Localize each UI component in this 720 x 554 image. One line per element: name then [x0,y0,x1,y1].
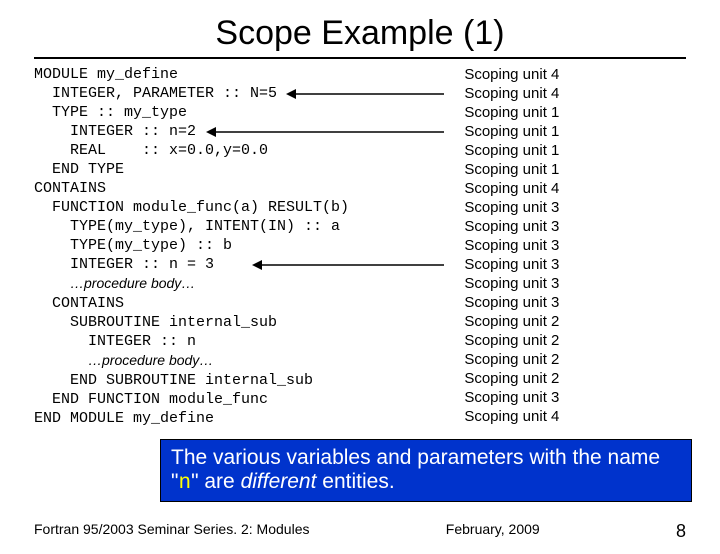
scope-label: Scoping unit 4 [464,65,686,84]
scope-label: Scoping unit 3 [464,198,686,217]
footer: Fortran 95/2003 Seminar Series. 2: Modul… [0,521,720,542]
code-line: SUBROUTINE internal_sub [34,313,464,332]
code-line: CONTAINS [34,179,464,198]
footer-left: Fortran 95/2003 Seminar Series. 2: Modul… [34,521,309,542]
page-number: 8 [676,521,686,542]
scope-label: Scoping unit 2 [464,350,686,369]
code-line: CONTAINS [34,294,464,313]
callout-post: " are [191,470,240,493]
code-line: TYPE(my_type), INTENT(IN) :: a [34,217,464,236]
scope-label: Scoping unit 1 [464,122,686,141]
scope-label: Scoping unit 4 [464,84,686,103]
code-line: REAL :: x=0.0,y=0.0 [34,141,464,160]
scope-label: Scoping unit 4 [464,179,686,198]
scope-label: Scoping unit 3 [464,217,686,236]
code-line: INTEGER, PARAMETER :: N=5 [34,84,464,103]
code-line: TYPE(my_type) :: b [34,236,464,255]
code-column: MODULE my_define INTEGER, PARAMETER :: N… [34,65,464,428]
scope-label: Scoping unit 3 [464,388,686,407]
code-line: INTEGER :: n=2 [34,122,464,141]
code-line: TYPE :: my_type [34,103,464,122]
callout-box: The various variables and parameters wit… [160,439,692,502]
scope-label: Scoping unit 1 [464,141,686,160]
scope-label: Scoping unit 1 [464,103,686,122]
callout-mono: n [178,472,191,495]
slide-title: Scope Example (1) [0,14,720,53]
code-line: INTEGER :: n = 3 [34,255,464,274]
callout-end: entities. [316,470,394,493]
code-line: …procedure body… [34,274,464,294]
title-rule [34,57,686,59]
scope-column: Scoping unit 4Scoping unit 4Scoping unit… [464,65,686,428]
code-line: END MODULE my_define [34,409,464,428]
code-line: FUNCTION module_func(a) RESULT(b) [34,198,464,217]
scope-label: Scoping unit 2 [464,331,686,350]
code-line: INTEGER :: n [34,332,464,351]
content-area: MODULE my_define INTEGER, PARAMETER :: N… [0,65,720,428]
code-line: MODULE my_define [34,65,464,84]
code-line: END SUBROUTINE internal_sub [34,371,464,390]
footer-center: February, 2009 [446,521,540,542]
scope-label: Scoping unit 2 [464,312,686,331]
scope-label: Scoping unit 2 [464,369,686,388]
callout-ital: different [241,470,317,493]
slide: { "title": "Scope Example (1)", "code": … [0,14,720,554]
scope-label: Scoping unit 3 [464,236,686,255]
scope-label: Scoping unit 3 [464,255,686,274]
scope-label: Scoping unit 3 [464,293,686,312]
scope-label: Scoping unit 3 [464,274,686,293]
code-line: …procedure body… [34,351,464,371]
code-line: END FUNCTION module_func [34,390,464,409]
scope-label: Scoping unit 4 [464,407,686,426]
scope-label: Scoping unit 1 [464,160,686,179]
code-line: END TYPE [34,160,464,179]
